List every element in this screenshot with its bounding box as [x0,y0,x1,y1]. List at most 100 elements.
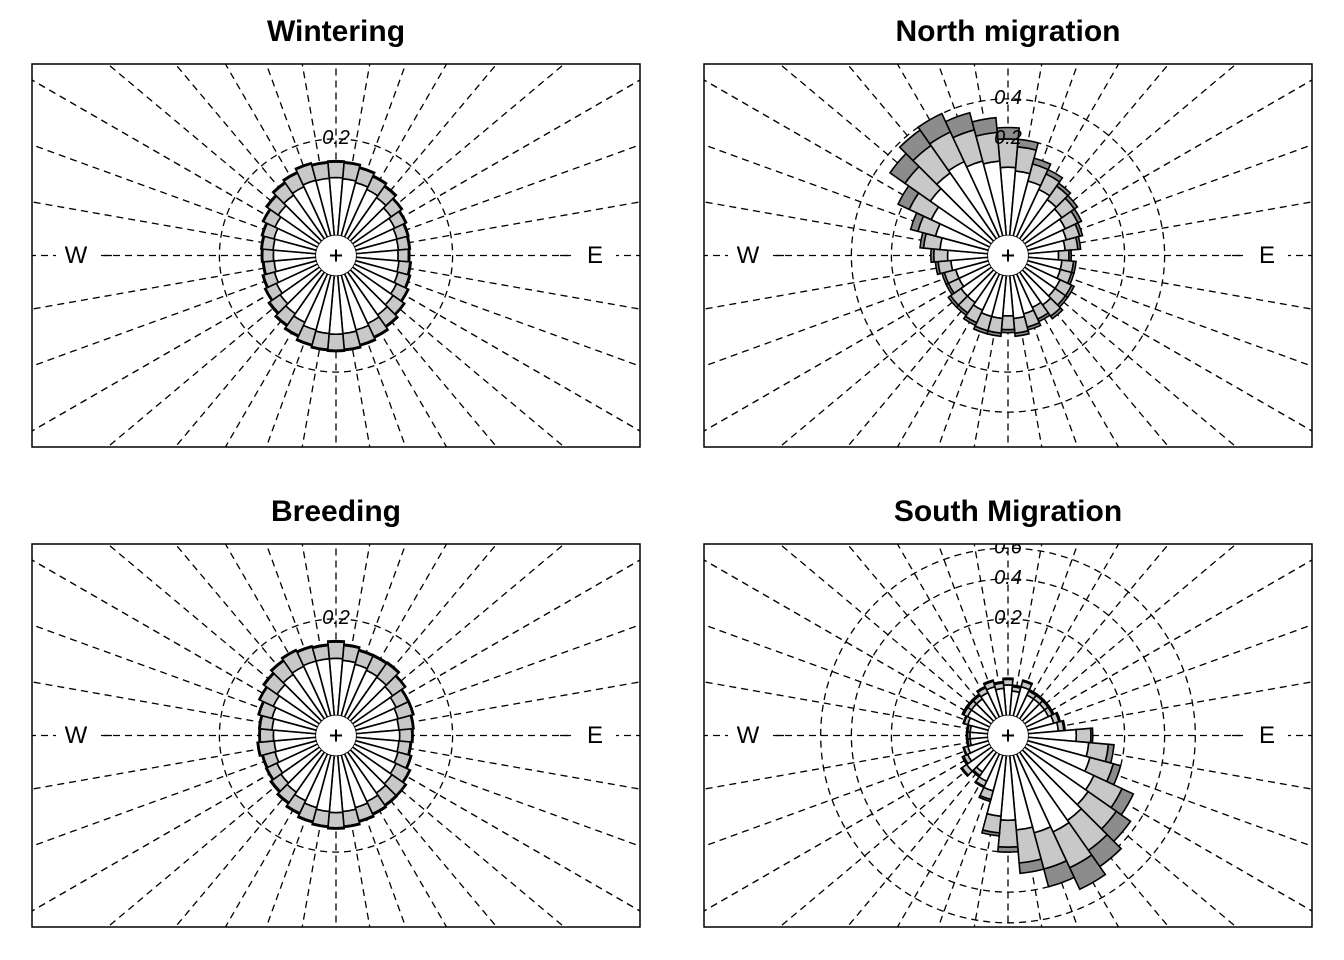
rose-segment [1002,677,1014,681]
rose-segment [1064,194,1079,211]
rose-segment [371,174,388,186]
rose-segment [394,674,407,689]
spoke [32,79,337,257]
rose-segment [930,247,935,264]
r-grid-circle [850,578,1166,893]
rose-segment [959,766,970,778]
rose-segment [343,160,362,167]
rose-segment [947,294,960,309]
panel-plot: 0.2 [32,64,640,447]
rose-segment [261,248,275,263]
spoke [704,559,1009,737]
rose-segment [980,829,1001,837]
rose-segment [326,333,346,352]
rose-segment [326,159,346,164]
label-mask [56,719,98,752]
rose-segment [258,727,262,744]
spoke [1007,254,1312,432]
rose-segment [993,680,1005,686]
rose-segment [280,648,298,660]
rose-segment [917,112,952,145]
direction-label: E [1259,242,1275,269]
rose-segment [944,111,976,139]
rose-segment [398,728,413,743]
rose-segment [1021,679,1034,686]
rose-segment [972,325,989,335]
rose-segment [383,184,398,198]
spoke [335,559,640,737]
rose-segment [402,222,410,238]
label-mask [1246,239,1288,272]
rose-segment [273,314,289,328]
rose-segment [1074,235,1082,251]
panel-title: South Migration [894,495,1122,528]
center-cross [330,729,342,742]
rose-segment [973,780,986,789]
label-mask [728,239,770,272]
r-tick-label: 0.2 [322,607,350,629]
rose-segment [1057,249,1070,262]
rose-segment [982,679,995,686]
rose-segment [407,248,411,263]
rose-segment [932,248,949,263]
rose-segment [410,727,414,744]
spoke [1007,559,1312,737]
panel-plot: 0.2 0.4 [704,64,1312,447]
rose-segment [269,779,282,794]
rose-segment [327,811,345,829]
direction-label: E [1259,722,1275,749]
r-tick-label: 0.2 [994,127,1022,149]
spoke [335,79,640,257]
rose-segment [1000,314,1016,331]
rose-segment [1068,853,1107,891]
label-mask [728,719,770,752]
spoke [704,254,1009,432]
rose-segment [397,209,408,225]
rose-segment [961,755,969,766]
rose-segment [978,794,992,803]
center-cross [330,249,342,262]
rose-segment [1031,157,1052,171]
center-cross [1002,249,1014,262]
panel-frame [703,63,1313,448]
rose-segment [267,300,280,316]
rose-segment [295,644,314,654]
rose-segment [295,338,314,347]
direction-label: W [65,242,88,269]
spoke [1007,734,1312,912]
direction-label: E [587,722,603,749]
rose-segment [965,731,969,740]
spoke [32,254,337,432]
panel-plot: 0.2 [32,544,640,927]
rose-segment [1089,727,1094,744]
panel-title: Wintering [267,15,405,48]
center-cross [1002,729,1014,742]
rose-segment [1000,328,1016,334]
label-mask [574,239,616,272]
rose-segment [294,161,313,171]
rose-segment [311,822,329,829]
spoke [32,559,337,737]
rose-segment [343,643,361,650]
rose-segment [358,166,376,175]
rose-segment [264,766,275,782]
r-tick-label: 0.4 [994,567,1022,589]
rose-segment [261,273,270,289]
rose-segment [259,728,275,743]
spoke [335,254,640,432]
spoke [335,734,640,912]
rose-segment [971,116,999,138]
rose-segment [326,161,346,179]
rose-segment [283,326,300,338]
r-grid-circle [218,138,454,373]
rose-segment [285,804,301,816]
r-grid-circle [890,138,1126,373]
spoke [32,734,337,912]
rose-segment [275,792,291,805]
rose-segment [310,160,329,167]
label-mask [1246,719,1288,752]
direction-label: E [587,242,603,269]
rose-segment [1042,859,1076,888]
direction-label: W [737,722,760,749]
